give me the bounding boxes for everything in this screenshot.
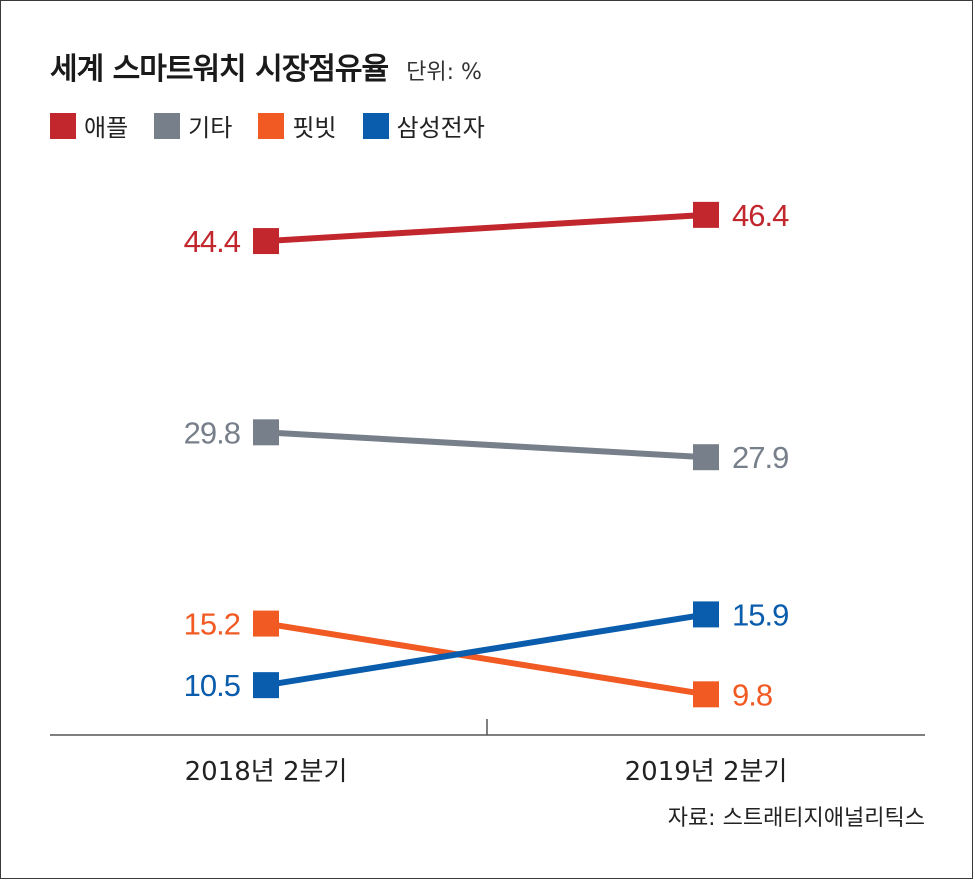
series-2: 15.2 9.8 (184, 607, 773, 713)
legend-label: 기타 (188, 114, 233, 142)
legend-label: 핏빗 (292, 114, 337, 142)
unit-label: 단위: % (406, 60, 482, 85)
legend-label: 삼성전자 (396, 114, 485, 142)
x-tick-label: 2019년 2분기 (625, 757, 788, 787)
data-label: 46.4 (732, 198, 789, 233)
legend-label: 애플 (84, 114, 129, 142)
legend-item-samsung: 삼성전자 (362, 108, 485, 143)
data-point-marker (693, 601, 719, 628)
series-layer: 44.4 46.4 29.8 27.9 15.2 9.8 10.5 15.9 (184, 198, 790, 713)
legend-swatch (258, 112, 285, 139)
series-0: 44.4 46.4 (184, 198, 790, 259)
x-tick-label: 2018년 2분기 (185, 757, 348, 787)
data-label: 27.9 (732, 440, 788, 475)
data-point-marker (693, 444, 719, 471)
data-label: 15.9 (732, 597, 788, 632)
series-1: 29.8 27.9 (184, 415, 790, 475)
series-line (265, 429, 707, 461)
data-label: 29.8 (184, 415, 240, 450)
chart-header: 세계 스마트워치 시장점유율 단위: % (50, 44, 482, 88)
chart-title: 세계 스마트워치 시장점유율 (50, 52, 389, 87)
legend-item-apple: 애플 (50, 108, 128, 143)
series-line (265, 611, 707, 689)
data-label: 44.4 (184, 224, 241, 259)
data-point-marker (693, 681, 719, 708)
data-label: 9.8 (732, 677, 772, 712)
data-point-marker (253, 672, 279, 699)
legend-swatch (362, 112, 389, 139)
legend-item-others: 기타 (154, 108, 232, 143)
data-point-marker (253, 228, 279, 255)
data-point-marker (253, 419, 279, 446)
legend-item-fitbit: 핏빗 (258, 108, 337, 143)
data-point-marker (253, 610, 279, 637)
data-label: 10.5 (184, 668, 240, 703)
source-note: 자료: 스트래티지애널리틱스 (667, 806, 925, 831)
series-line (265, 620, 707, 698)
series-3: 10.5 15.9 (184, 597, 790, 703)
legend-swatch (50, 112, 76, 139)
legend-swatch (154, 112, 181, 139)
data-point-marker (693, 201, 719, 228)
legend: 애플 기타 핏빗 삼성전자 (50, 108, 511, 143)
data-label: 15.2 (184, 607, 240, 642)
series-line (265, 211, 707, 245)
